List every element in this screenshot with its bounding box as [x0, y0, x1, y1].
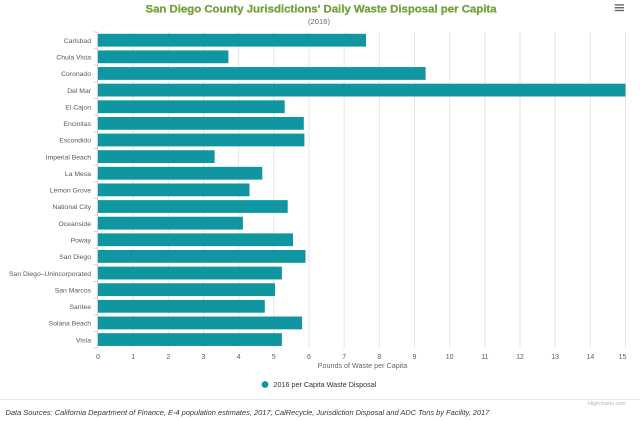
- svg-text:Oceanside: Oceanside: [59, 221, 92, 228]
- svg-text:San Diego: San Diego: [59, 254, 91, 261]
- svg-text:San Marcos: San Marcos: [55, 287, 92, 294]
- svg-text:San Diego–Unincorporated: San Diego–Unincorporated: [9, 271, 91, 278]
- svg-text:5: 5: [272, 354, 276, 361]
- svg-text:10: 10: [446, 354, 454, 361]
- svg-text:2016 per Capita Waste Disposal: 2016 per Capita Waste Disposal: [274, 380, 377, 389]
- svg-text:Poway: Poway: [71, 237, 92, 244]
- svg-text:Vista: Vista: [76, 337, 91, 344]
- svg-text:Lemon Grove: Lemon Grove: [50, 188, 91, 195]
- svg-text:Highcharts.com: Highcharts.com: [588, 401, 626, 407]
- svg-text:Carlsbad: Carlsbad: [64, 38, 91, 45]
- svg-text:1: 1: [131, 354, 135, 361]
- svg-text:Del Mar: Del Mar: [67, 88, 92, 95]
- svg-text:15: 15: [619, 354, 627, 361]
- svg-text:San Diego County Jurisdictions: San Diego County Jurisdictions' Daily Wa…: [145, 4, 497, 16]
- svg-text:Coronado: Coronado: [61, 71, 91, 78]
- svg-text:2: 2: [166, 354, 170, 361]
- svg-text:Santee: Santee: [69, 304, 91, 311]
- svg-text:14: 14: [586, 354, 594, 361]
- svg-text:13: 13: [551, 354, 559, 361]
- svg-text:7: 7: [342, 354, 346, 361]
- svg-text:8: 8: [377, 354, 381, 361]
- svg-text:11: 11: [481, 354, 488, 361]
- svg-text:Chula Vista: Chula Vista: [56, 55, 91, 62]
- svg-text:Imperial Beach: Imperial Beach: [46, 154, 92, 161]
- svg-text:6: 6: [307, 354, 311, 361]
- svg-text:Data Sources: California Depar: Data Sources: California Department of F…: [6, 408, 491, 417]
- svg-text:Solana Beach: Solana Beach: [49, 321, 92, 328]
- svg-text:Encinitas: Encinitas: [63, 121, 91, 128]
- svg-text:9: 9: [413, 354, 417, 361]
- svg-text:12: 12: [516, 354, 524, 361]
- svg-text:(2016): (2016): [308, 17, 330, 26]
- svg-text:Pounds of Waste per Capita: Pounds of Waste per Capita: [318, 361, 408, 370]
- svg-text:0: 0: [96, 354, 100, 361]
- svg-text:Escondido: Escondido: [59, 138, 91, 145]
- svg-text:National City: National City: [52, 204, 91, 211]
- svg-text:4: 4: [237, 354, 241, 361]
- svg-text:El Cajon: El Cajon: [65, 104, 91, 111]
- svg-text:3: 3: [202, 354, 206, 361]
- svg-text:La Mesa: La Mesa: [65, 171, 91, 178]
